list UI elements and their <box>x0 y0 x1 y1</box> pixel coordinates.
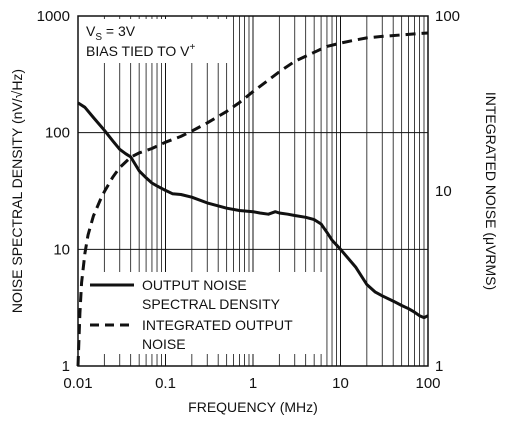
legend: OUTPUT NOISE SPECTRAL DENSITY INTEGRATED… <box>86 272 326 354</box>
x-tick-label: 0.01 <box>63 375 92 392</box>
x-tick-label: 100 <box>415 375 440 392</box>
left-y-axis-title: NOISE SPECTRAL DENSITY (nV/√Hz) <box>9 69 25 313</box>
annotation-background <box>81 19 229 63</box>
supply-subscript: S <box>95 32 102 43</box>
left-y-tick-label: 1 <box>62 358 70 375</box>
right-y-tick-label: 100 <box>435 8 460 25</box>
right-y-tick-label: 10 <box>435 183 452 200</box>
legend-label-output-noise-1: OUTPUT NOISE <box>142 277 247 293</box>
bias-superscript: + <box>189 42 195 53</box>
bias-text: BIAS TIED TO V <box>86 43 190 59</box>
x-tick-label: 1 <box>249 375 257 392</box>
supply-value: = 3V <box>102 23 136 39</box>
plot-frame <box>77 15 429 367</box>
integrated-noise-line <box>76 31 429 367</box>
series-layer <box>76 31 429 367</box>
x-tick-label: 10 <box>332 375 349 392</box>
left-y-tick-label: 1000 <box>37 8 70 25</box>
right-y-axis-title: INTEGRATED NOISE (μVRMS) <box>483 92 499 290</box>
right-y-tick-label: 1 <box>435 358 443 375</box>
legend-label-integrated-noise-2: NOISE <box>142 336 186 352</box>
x-axis-title: FREQUENCY (MHz) <box>188 399 318 415</box>
left-y-tick-label: 100 <box>45 125 70 142</box>
supply-prefix: V <box>86 23 96 39</box>
bias-annotation: BIAS TIED TO V+ <box>86 42 195 59</box>
left-y-tick-label: 10 <box>53 241 70 258</box>
x-tick-label: 0.1 <box>155 375 176 392</box>
legend-label-integrated-noise-1: INTEGRATED OUTPUT <box>142 317 293 333</box>
output-noise-density-line <box>77 101 429 320</box>
supply-voltage-annotation: VS = 3V <box>86 23 136 43</box>
legend-label-output-noise-2: SPECTRAL DENSITY <box>142 296 281 312</box>
